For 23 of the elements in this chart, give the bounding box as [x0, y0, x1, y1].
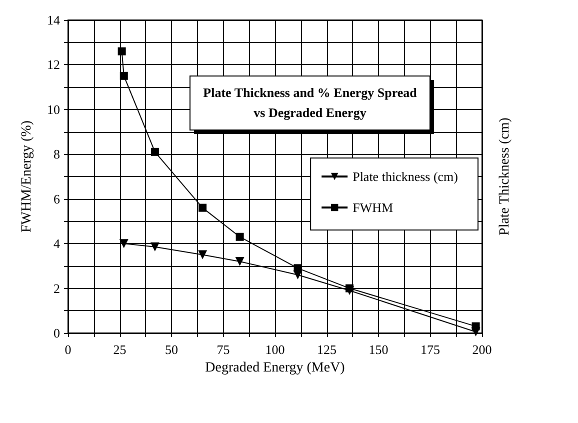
y-axis-title: FWHM/Energy (%)	[20, 120, 34, 233]
y-tick-label: 4	[54, 236, 60, 252]
y-tick-label: 12	[47, 57, 60, 72]
legend-label: Plate thickness (cm)	[352, 169, 458, 184]
x-tick-label: 50	[165, 342, 178, 357]
x-tick-label: 25	[113, 342, 126, 357]
x-tick-label: 100	[265, 342, 285, 357]
x-tick-label: 200	[472, 342, 492, 357]
y-tick-label: 6	[54, 191, 60, 206]
text: Plate Thickness and % Energy Spread vs Degraded Energy	[203, 85, 418, 120]
x-tick-label: 0	[64, 342, 72, 357]
y-tick-label: 0	[54, 326, 60, 340]
x-tick-label: 175	[420, 342, 440, 357]
legend-label: FWHM	[352, 200, 394, 215]
y-tick-label: 8	[54, 146, 60, 162]
x-tick-label: 75	[216, 342, 230, 357]
y2-axis-title: Plate Thickness (cm)	[498, 117, 512, 236]
y-tick-label: 14	[47, 12, 60, 28]
y-tick-label: 10	[47, 102, 60, 117]
y-tick-label: 2	[54, 280, 60, 296]
x-tick-label: 125	[317, 342, 336, 357]
x-axis-title: Degraded Energy (MeV)	[205, 360, 346, 376]
x-tick-label: 150	[368, 342, 388, 357]
